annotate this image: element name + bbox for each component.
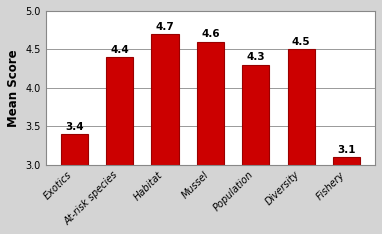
Text: 3.4: 3.4: [65, 122, 84, 132]
Text: 4.7: 4.7: [155, 22, 175, 32]
Text: 4.6: 4.6: [201, 29, 220, 39]
Text: 4.5: 4.5: [292, 37, 311, 47]
Bar: [106, 57, 133, 165]
Bar: [242, 65, 269, 165]
Text: 4.4: 4.4: [110, 45, 129, 55]
Y-axis label: Mean Score: Mean Score: [7, 49, 20, 127]
Bar: [197, 42, 224, 165]
Text: 4.3: 4.3: [246, 52, 265, 62]
Bar: [333, 157, 360, 165]
Bar: [61, 134, 88, 165]
Bar: [288, 49, 315, 165]
Text: 3.1: 3.1: [337, 145, 356, 155]
Bar: [151, 34, 179, 165]
